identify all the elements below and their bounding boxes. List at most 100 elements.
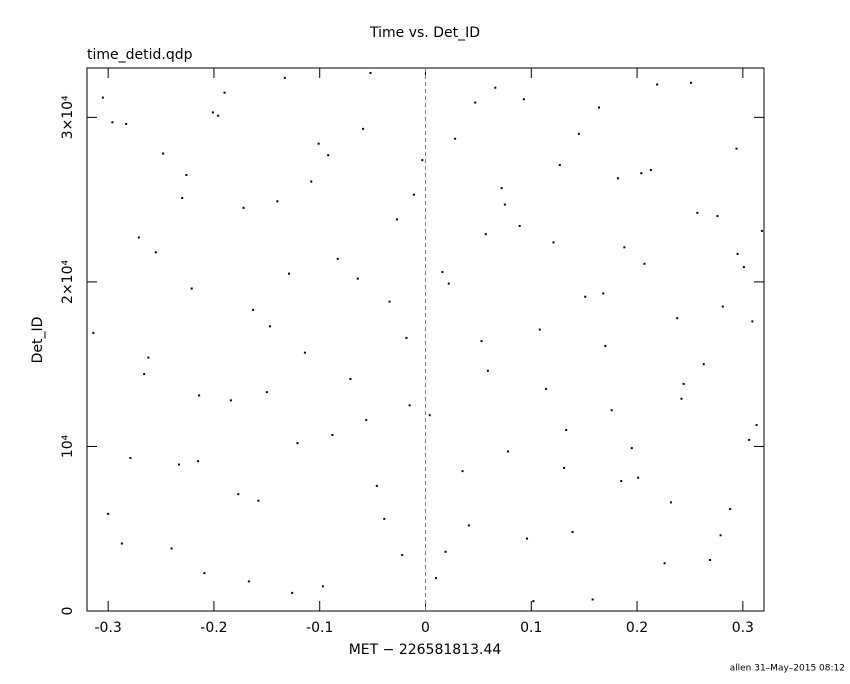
point <box>435 577 438 580</box>
point <box>401 554 404 557</box>
point <box>736 252 739 255</box>
x-tick-label: 0 <box>421 620 430 636</box>
point <box>92 331 95 334</box>
point <box>630 447 633 450</box>
point <box>125 122 128 125</box>
point <box>317 142 320 145</box>
point <box>444 550 447 553</box>
point <box>467 524 470 527</box>
point <box>362 127 365 130</box>
point <box>623 246 626 249</box>
point <box>181 196 184 199</box>
point <box>617 177 620 180</box>
point <box>170 547 173 550</box>
point <box>484 233 487 236</box>
point <box>369 71 372 74</box>
point <box>441 271 444 274</box>
point <box>190 287 193 290</box>
point <box>729 507 732 510</box>
y-axis-label: Det_ID <box>30 317 46 364</box>
point <box>591 598 594 601</box>
y-tick-label: 3×10⁴ <box>60 95 76 139</box>
point <box>198 394 201 397</box>
point <box>203 572 206 575</box>
point <box>143 373 146 376</box>
point <box>365 419 368 422</box>
point <box>545 387 548 390</box>
point <box>229 399 232 402</box>
point <box>751 320 754 323</box>
point <box>532 600 535 603</box>
point <box>395 218 398 221</box>
point <box>461 470 464 473</box>
point <box>640 172 643 175</box>
point <box>454 137 457 140</box>
point <box>223 91 226 94</box>
y-tick-label: 10⁴ <box>60 434 76 458</box>
footer: allen 31–May–2015 08:12 <box>730 664 845 674</box>
point <box>663 562 666 565</box>
point <box>649 169 652 172</box>
x-axis-label: MET − 226581813.44 <box>349 642 502 658</box>
point <box>178 463 181 466</box>
x-tick-label: 0.2 <box>626 620 648 636</box>
point <box>526 537 529 540</box>
point <box>748 438 751 441</box>
point <box>760 229 763 232</box>
point <box>283 76 286 79</box>
point <box>637 476 640 479</box>
point <box>120 542 123 545</box>
x-tick-label: -0.3 <box>94 620 121 636</box>
point <box>405 336 408 339</box>
point <box>696 211 699 214</box>
point <box>563 466 566 469</box>
point <box>162 152 165 155</box>
point <box>716 215 719 218</box>
point <box>265 391 268 394</box>
point <box>474 101 477 104</box>
point <box>494 86 497 89</box>
point <box>702 363 705 366</box>
point <box>383 517 386 520</box>
point <box>507 450 510 453</box>
point <box>610 409 613 412</box>
point <box>408 404 411 407</box>
point <box>421 159 424 162</box>
point <box>185 173 188 176</box>
point <box>486 369 489 372</box>
point <box>269 325 272 328</box>
point <box>428 414 431 417</box>
point <box>522 98 525 101</box>
point <box>584 295 587 298</box>
point <box>310 180 313 183</box>
point <box>620 480 623 483</box>
point <box>742 266 745 269</box>
point <box>327 154 330 157</box>
chart-subtitle: time_detid.qdp <box>87 47 193 63</box>
point <box>252 308 255 311</box>
point <box>349 377 352 380</box>
point <box>296 442 299 445</box>
point <box>288 272 291 275</box>
point <box>107 512 110 515</box>
point <box>577 132 580 135</box>
point <box>571 531 574 534</box>
point <box>735 147 738 150</box>
point <box>291 591 294 594</box>
point <box>682 382 685 385</box>
x-tick-label: 0.3 <box>732 620 754 636</box>
y-tick-label: 2×10⁴ <box>60 259 76 303</box>
point <box>552 241 555 244</box>
point <box>336 257 339 260</box>
point <box>755 424 758 427</box>
point <box>538 328 541 331</box>
y-tick-label: 0 <box>60 607 76 616</box>
point <box>721 305 724 308</box>
point <box>217 114 220 117</box>
point <box>237 493 240 496</box>
point <box>242 206 245 209</box>
point <box>137 236 140 239</box>
point <box>500 187 503 190</box>
